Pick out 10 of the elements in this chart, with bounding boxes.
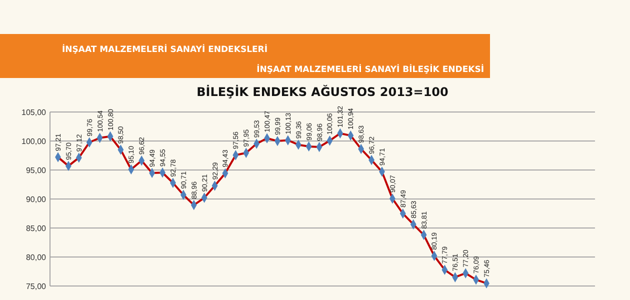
text: İNŞAAT MALZEMELERİ SANAYİ BİLEŞİK ENDEKSİ [256, 64, 484, 75]
y-tick-label: 75,00 [26, 282, 47, 291]
y-tick-label: 105,00 [22, 108, 47, 117]
y-tick-label: 85,00 [26, 224, 47, 233]
text: İNŞAAT MALZEMELERİ SANAYİ ENDEKSLERİ [62, 44, 268, 55]
y-tick-label: 80,00 [26, 252, 47, 262]
y-tick-label: 100,00 [22, 136, 47, 146]
chart-title: BİLEŞİK ENDEKS AĞUSTOS 2013=100 [196, 84, 448, 99]
y-tick-label: 95,00 [26, 166, 47, 175]
y-tick-label: 90,00 [26, 194, 47, 204]
